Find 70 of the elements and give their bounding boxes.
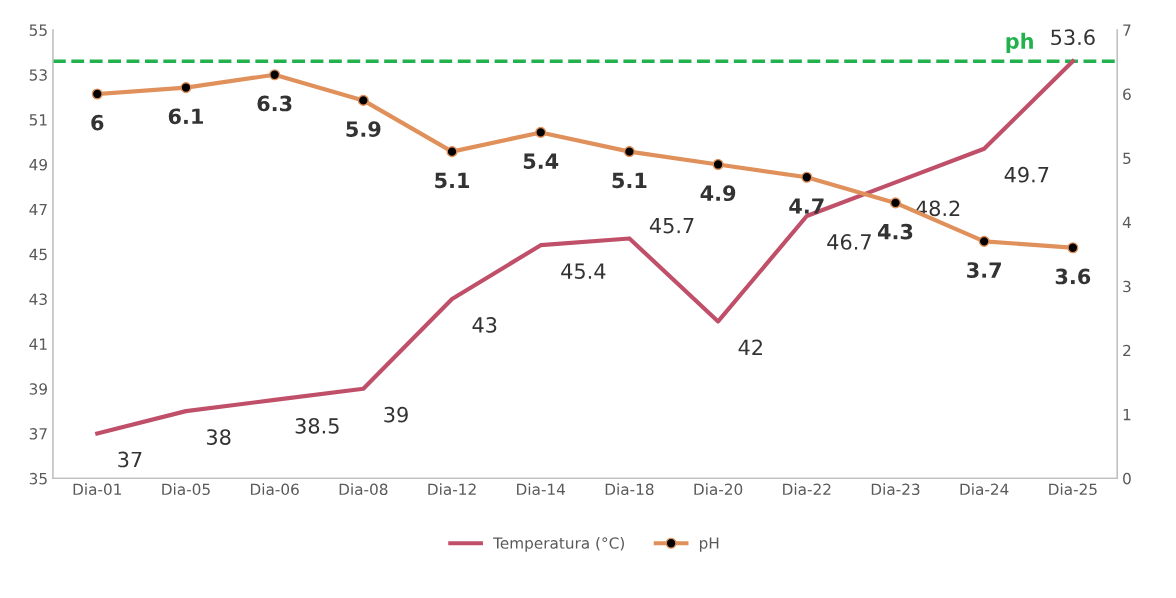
data-label: 6.3 (257, 95, 292, 112)
x-tick-label: Dia-24 (960, 483, 1009, 496)
data-label: 5.1 (435, 172, 470, 189)
point (1067, 242, 1079, 254)
y-tick-label: 55 (29, 24, 47, 36)
y-tick-label: 35 (29, 472, 47, 485)
data-label: 38.5 (295, 417, 339, 434)
x-tick-label: Dia-12 (428, 483, 476, 496)
y-tick-label: 47 (29, 203, 47, 216)
data-label: 6 (91, 114, 104, 131)
point (712, 158, 724, 171)
data-label: 4.3 (877, 223, 913, 240)
y-tick-label: 45 (29, 248, 47, 261)
y-tick-label: 41 (29, 338, 47, 350)
data-label: 42 (738, 339, 762, 355)
y-tick-label: 53 (29, 69, 47, 81)
data-label: 37 (118, 451, 142, 468)
legend-label: Temperatura (°C) (493, 537, 624, 552)
point (623, 146, 635, 158)
x-tick-label: Dia-06 (250, 483, 299, 496)
point (535, 126, 547, 138)
y-tick-label: 37 (29, 428, 47, 440)
data-label: 5.1 (612, 172, 647, 189)
data-label: 4.7 (789, 198, 824, 214)
point (91, 88, 103, 100)
x-tick-label: Dia-18 (605, 483, 654, 496)
point (889, 197, 902, 209)
y2-tick-label: 5 (1123, 152, 1131, 165)
data-label: 5.4 (523, 153, 559, 170)
point (180, 82, 192, 94)
x-tick-label: Dia-25 (1049, 483, 1097, 496)
y-tick-label: 43 (29, 293, 47, 306)
x-tick-label: Dia-20 (694, 483, 743, 496)
data-label: 4.9 (700, 185, 736, 202)
x-tick-label: Dia-01 (73, 483, 122, 496)
y2-tick-label: 6 (1123, 88, 1131, 100)
data-label: 39 (384, 406, 408, 423)
x-tick-label: Dia-23 (871, 483, 920, 496)
data-label: 46.7 (827, 234, 871, 250)
y-tick-label: 51 (29, 114, 47, 126)
point (269, 69, 281, 81)
legend-label: pH (699, 537, 719, 552)
y2-tick-label: 4 (1122, 216, 1131, 228)
x-tick-label: Dia-08 (339, 483, 388, 496)
data-label: 38 (206, 429, 231, 445)
point (801, 171, 813, 183)
data-label: 3.7 (967, 262, 1001, 278)
y2-tick-label: 3 (1123, 280, 1131, 293)
x-tick-label: Dia-05 (162, 483, 210, 496)
point (978, 235, 990, 247)
data-label: 48.2 (915, 200, 960, 217)
data-label: 6.1 (168, 108, 203, 125)
y-tick-label: 39 (29, 383, 47, 395)
data-label: 49.7 (1004, 166, 1049, 183)
point (357, 94, 369, 106)
data-label: 45.7 (649, 217, 694, 234)
x-tick-label: Dia-22 (783, 483, 831, 496)
x-tick-label: Dia-14 (517, 483, 566, 496)
data-label: 3.6 (1055, 268, 1091, 285)
y2-tick-label: 2 (1123, 344, 1131, 357)
y2-tick-label: 0 (1123, 472, 1131, 485)
data-label: 43 (472, 317, 497, 333)
point (446, 146, 458, 158)
y2-tick-label: 7 (1123, 24, 1131, 36)
y2-tick-label: 1 (1123, 408, 1131, 421)
y-tick-label: 49 (29, 158, 47, 171)
ref-line-label: ph (1006, 32, 1033, 53)
data-label: 45.4 (561, 263, 606, 279)
data-label: 53.6 (1051, 29, 1095, 46)
data-label: 5.9 (346, 121, 381, 137)
